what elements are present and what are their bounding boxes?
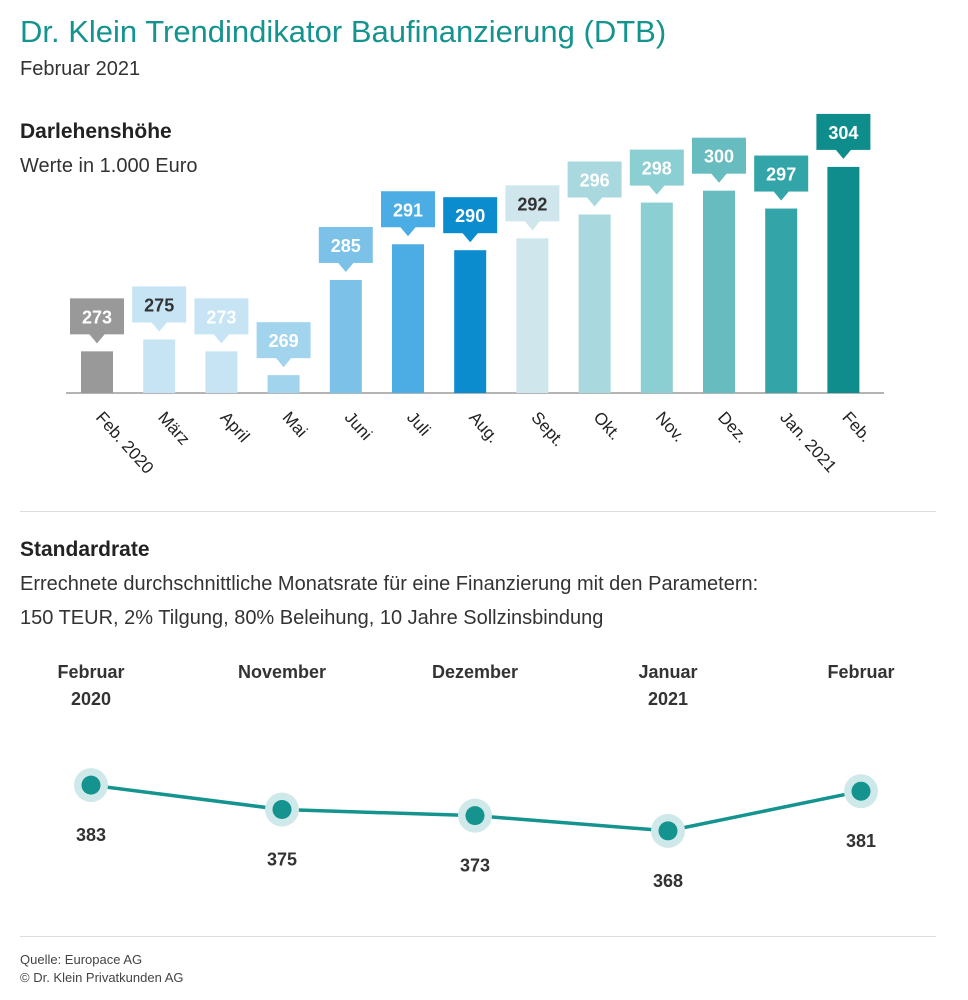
data-label: 297: [766, 165, 796, 185]
data-label: 381: [846, 831, 876, 851]
callout-pointer: [151, 321, 168, 332]
bar: [827, 166, 860, 393]
x-tick-label: Aug.: [465, 408, 503, 447]
copyright-note: © Dr. Klein Privatkunden AG: [20, 970, 184, 985]
data-point: [465, 806, 485, 826]
value-callout: [754, 155, 809, 192]
bar: [578, 214, 611, 393]
x-tick-label: Februar: [827, 662, 894, 682]
bar: [454, 250, 487, 393]
x-tick-label: März: [154, 408, 193, 449]
bar-unit-label: Werte in 1.000 Euro: [20, 155, 198, 177]
x-tick-label: Feb.: [838, 408, 875, 446]
callout-pointer: [524, 220, 541, 231]
x-tick-label: Februar 2020: [57, 662, 124, 709]
data-label: 300: [704, 147, 734, 167]
x-tick-label: Juli: [403, 408, 434, 440]
chart-title: Dr. Klein Trendindikator Baufinanzierung…: [20, 14, 667, 49]
x-tick-label: Dezember: [432, 662, 518, 682]
value-callout: [318, 226, 373, 263]
data-point: [81, 775, 101, 795]
data-point: [851, 781, 871, 801]
x-tick-label: Nov.: [652, 408, 689, 446]
bar: [640, 202, 673, 393]
bar: [329, 279, 362, 393]
callout-pointer: [89, 333, 105, 344]
x-tick-label: Dez.: [714, 408, 752, 447]
value-callout: [692, 137, 746, 174]
line-description-1: Errechnete durchschnittliche Monatsrate …: [20, 573, 759, 595]
data-label: 373: [460, 856, 490, 876]
bar: [143, 339, 176, 393]
data-label: 269: [269, 331, 299, 351]
x-tick-label: Sept.: [527, 408, 568, 450]
line-chart: 383 Februar 2020 375 November 373 Dezember 368 J…: [57, 662, 894, 891]
data-label: 292: [517, 194, 547, 214]
footer-divider: [20, 936, 936, 937]
chart-subtitle: Februar 2021: [20, 58, 141, 80]
bar: [516, 238, 549, 393]
value-callout: [567, 161, 622, 198]
data-label: 296: [580, 171, 610, 191]
value-callout: [629, 149, 684, 186]
value-callout: [70, 298, 124, 335]
x-tick-label: Januar 2021: [638, 662, 697, 709]
callout-pointer: [648, 185, 665, 195]
value-callout: [443, 197, 498, 234]
value-callout: [256, 322, 311, 359]
value-callout: [132, 286, 187, 323]
section-divider: [20, 511, 936, 512]
x-tick-label: Mai: [279, 408, 311, 441]
x-tick-label: Okt.: [590, 408, 625, 444]
callout-pointer: [462, 232, 479, 243]
data-label: 375: [267, 850, 297, 870]
data-label: 273: [82, 307, 112, 327]
data-point: [658, 821, 678, 841]
bar: [765, 208, 798, 393]
callout-pointer: [835, 149, 852, 159]
x-tick-label: April: [216, 408, 253, 446]
callout-pointer: [711, 173, 727, 183]
callout-pointer: [773, 191, 790, 201]
data-label: 290: [455, 206, 485, 226]
data-point: [272, 800, 292, 820]
bar-section-title: Darlehenshöhe: [20, 120, 172, 143]
data-label: 368: [653, 871, 683, 891]
line-section-title: Standardrate: [20, 538, 150, 561]
value-callout: [381, 191, 435, 228]
source-note: Quelle: Europace AG: [20, 952, 143, 967]
bar: [205, 351, 238, 393]
x-tick-label: November: [238, 662, 326, 682]
callout-pointer: [400, 226, 416, 237]
bar: [267, 375, 300, 393]
x-tick-label: Jan. 2021: [776, 408, 840, 476]
bar: [703, 190, 735, 393]
line-description-2: 150 TEUR, 2% Tilgung, 80% Beleihung, 10 …: [20, 607, 604, 629]
callout-pointer: [337, 262, 354, 272]
x-tick-label: Juni: [341, 408, 376, 444]
data-label: 285: [331, 236, 361, 256]
value-callout: [505, 185, 560, 222]
data-label: 304: [828, 123, 858, 143]
data-label: 273: [206, 307, 236, 327]
bar: [81, 351, 113, 393]
callout-pointer: [213, 333, 230, 344]
data-label: 291: [393, 200, 423, 220]
callout-pointer: [586, 197, 603, 207]
bar-chart: 273 Feb. 2020 275 März 273 April 269 Mai 285 Juni…: [66, 113, 884, 478]
bar: [392, 244, 424, 393]
data-label: 298: [642, 159, 672, 179]
value-callout: [194, 298, 249, 335]
callout-pointer: [275, 357, 292, 368]
x-tick-label: Feb. 2020: [92, 408, 157, 478]
value-callout: [816, 113, 871, 150]
data-label: 383: [76, 825, 106, 845]
data-label: 275: [144, 295, 174, 315]
